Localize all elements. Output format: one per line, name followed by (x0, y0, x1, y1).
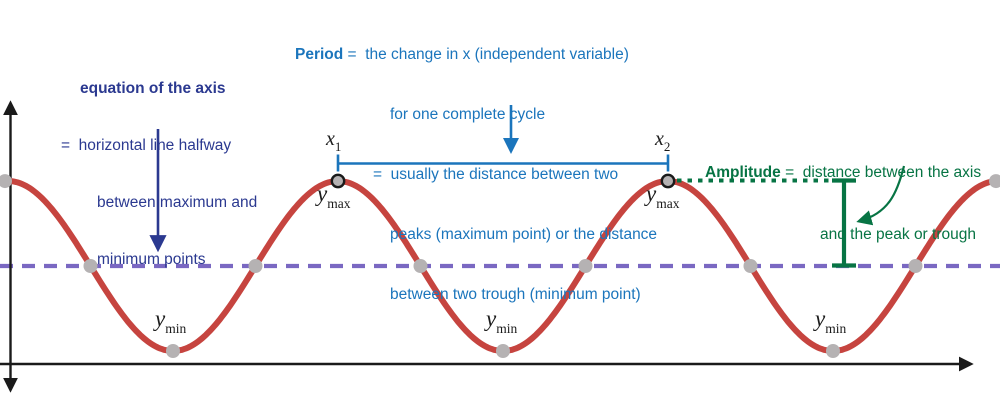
curve-point-dot (826, 344, 840, 358)
curve-point-dot (743, 259, 758, 273)
amplitude-note: Amplitude = distance between the axis an… (705, 122, 981, 286)
amplitude-title: Amplitude (705, 164, 781, 181)
label-ymax-2: ymax (646, 181, 680, 211)
period-note: Period = the change in x (independent va… (295, 5, 657, 345)
curve-point-dot (908, 259, 923, 273)
period-line: for one complete cycle (390, 106, 546, 123)
equation-axis-title: equation of the axis (80, 80, 226, 97)
curve-point-dot (0, 174, 12, 189)
label-ymin-3: ymin (815, 306, 847, 336)
equation-axis-line: minimum points (97, 251, 206, 268)
label-x2: x2 (655, 128, 671, 154)
curve-point-dot (989, 174, 1000, 189)
label-x1: x1 (326, 128, 342, 154)
amplitude-bracket (832, 178, 856, 268)
peak-point-dot (660, 173, 676, 189)
equation-axis-note: equation of the axis = horizontal line h… (61, 41, 257, 307)
peak-point-dot (330, 173, 346, 189)
period-span-line (336, 154, 670, 172)
curve-point-dot (83, 259, 98, 273)
peak-dots (330, 173, 676, 189)
label-ymin-2: ymin (486, 306, 518, 336)
label-ymin-1: ymin (155, 306, 187, 336)
period-line: = usually the distance between two (373, 166, 619, 183)
curve-dots (0, 174, 1000, 358)
equation-axis-line: between maximum and (97, 194, 258, 211)
equation-axis-line: = horizontal line halfway (61, 137, 232, 154)
curve-point-dot (496, 344, 510, 358)
period-title: Period (295, 46, 344, 63)
period-definition: = the change in x (independent variable) (343, 46, 629, 63)
amplitude-pointer-arrow (856, 165, 906, 226)
period-line: peaks (maximum point) or the distance (390, 226, 658, 243)
period-line: between two trough (minimum point) (390, 286, 641, 303)
curve-point-dot (248, 259, 263, 273)
period-title-line: Period = the change in x (independent va… (295, 45, 657, 65)
curve-point-dot (578, 259, 593, 273)
amplitude-definition: = distance between the axis (780, 164, 982, 181)
curve-point-dot (166, 344, 180, 358)
amplitude-title-line: Amplitude = distance between the axis (705, 163, 981, 184)
curve-point-dot (413, 259, 428, 273)
label-ymax-1: ymax (317, 181, 351, 211)
amplitude-line: and the peak or trough (820, 225, 976, 243)
